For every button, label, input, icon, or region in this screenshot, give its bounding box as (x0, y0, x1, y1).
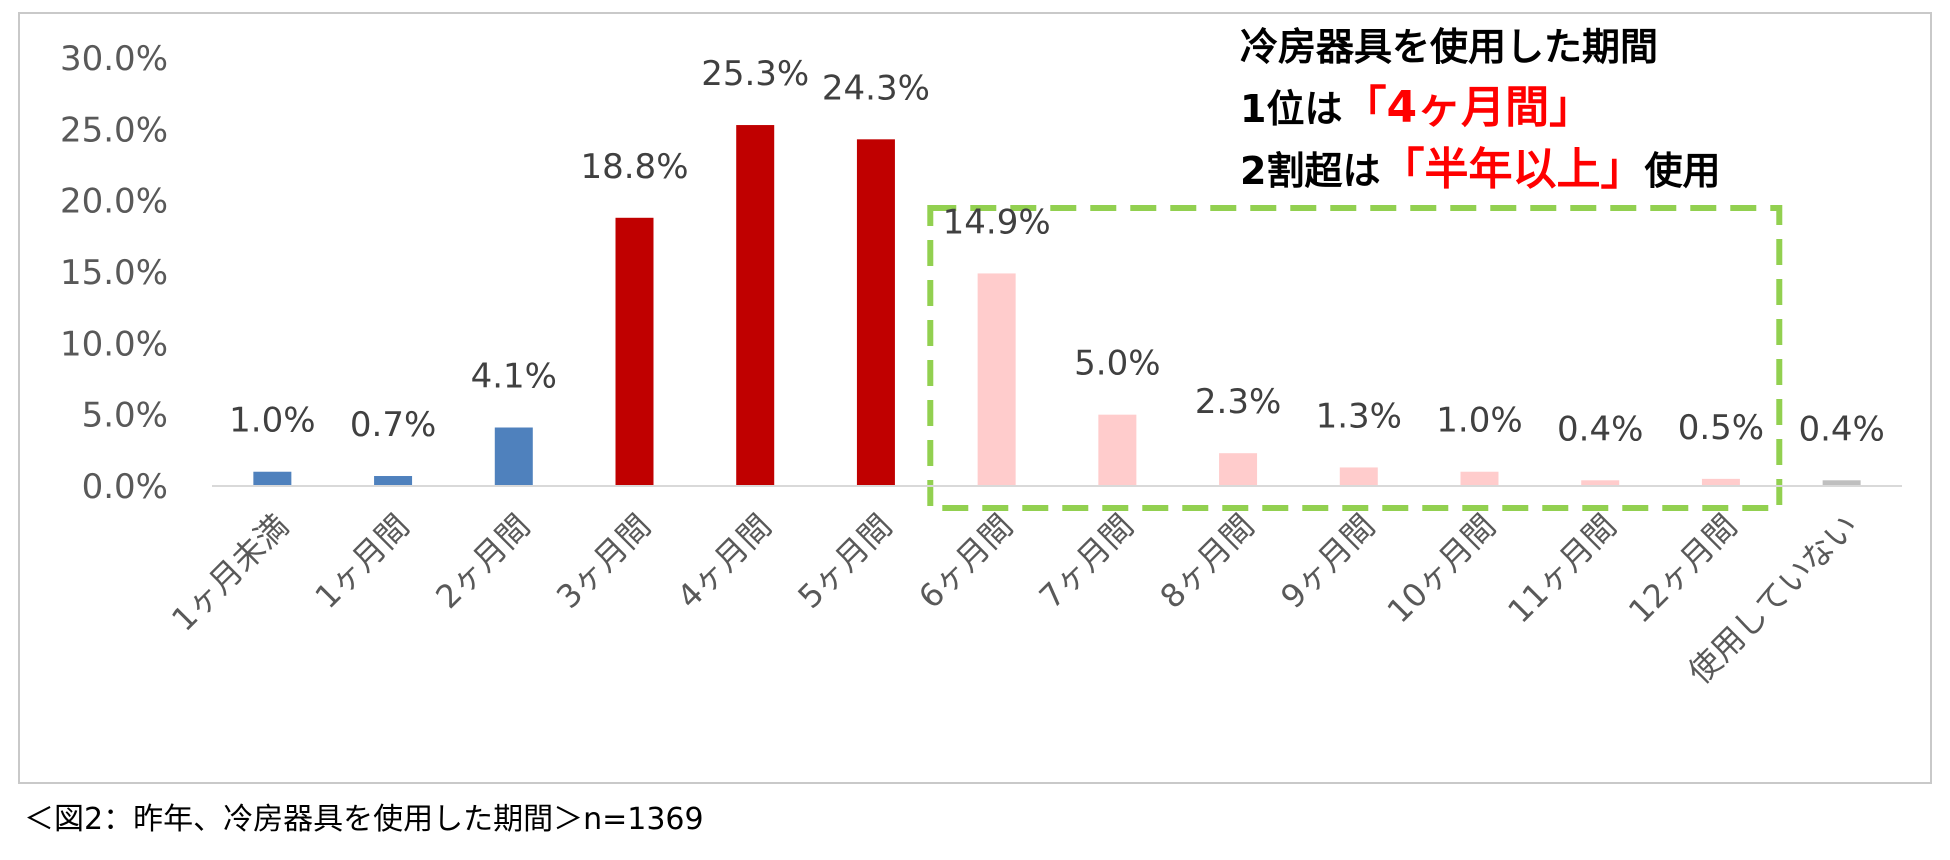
data-label: 5.0% (1074, 344, 1160, 384)
y-tick-label: 10.0% (60, 324, 168, 364)
x-tick-label: 6ヶ月間 (911, 507, 1020, 616)
x-tick-label: 12ヶ月間 (1621, 507, 1745, 631)
bar (1219, 453, 1258, 486)
x-tick-label: 1ヶ月間 (308, 507, 417, 616)
data-label: 2.3% (1195, 382, 1281, 422)
x-tick-label: 8ヶ月間 (1153, 507, 1262, 616)
annotation-line3-prefix: 2割超は (1240, 149, 1380, 193)
annotation-line2: 1位は「4ヶ月間」 (1240, 82, 1593, 133)
chart-frame (18, 12, 1932, 784)
bar (1339, 467, 1378, 486)
x-tick-label: 10ヶ月間 (1380, 507, 1504, 631)
bar (253, 471, 292, 486)
bar (615, 217, 654, 486)
data-label: 1.0% (229, 401, 315, 441)
bar (856, 139, 895, 486)
x-tick-label: 11ヶ月間 (1500, 507, 1624, 631)
annotation: 冷房器具を使用した期間 1位は「4ヶ月間」 2割超は「半年以上」使用 (1240, 25, 1720, 195)
annotation-line3-suffix: 使用 (1644, 149, 1720, 193)
x-tick-label: 7ヶ月間 (1032, 507, 1141, 616)
highlight-box (927, 205, 1783, 511)
data-label: 25.3% (701, 54, 809, 94)
bar (1098, 414, 1137, 486)
data-label: 0.5% (1678, 408, 1764, 448)
y-tick-label: 15.0% (60, 253, 168, 293)
bar (1822, 480, 1861, 486)
bar (1701, 478, 1740, 486)
data-label: 1.0% (1436, 401, 1522, 441)
annotation-line3: 2割超は「半年以上」使用 (1240, 144, 1720, 195)
data-label: 4.1% (471, 357, 557, 397)
data-labels: 1.0% 0.7% 4.1% 18.8% 25.3% 24.3% 14.9% 5.0% 2.3%… (229, 54, 1885, 449)
data-label: 14.9% (943, 202, 1051, 242)
data-label: 0.4% (1557, 409, 1643, 449)
y-tick-label: 20.0% (60, 182, 168, 222)
bar (736, 125, 775, 486)
y-tick-label: 0.0% (82, 467, 168, 507)
y-tick-label: 5.0% (82, 396, 168, 436)
y-tick-label: 25.0% (60, 110, 168, 150)
annotation-line3-highlight: 「半年以上」 (1380, 144, 1644, 195)
data-label: 0.4% (1798, 409, 1884, 449)
bar (977, 273, 1016, 486)
bar (1581, 480, 1620, 486)
annotation-line1: 冷房器具を使用した期間 (1240, 25, 1658, 69)
bar-chart: 0.0% 5.0% 10.0% 15.0% 20.0% 25.0% 30.0% 1.0% 0.… (60, 25, 1902, 692)
bar (494, 427, 533, 486)
x-axis-labels: 1ヶ月未満 1ヶ月間 2ヶ月間 3ヶ月間 4ヶ月間 5ヶ月間 6ヶ月間 7ヶ月間 8ヶ月間 9ヶ月… (164, 507, 1865, 692)
data-label: 1.3% (1316, 396, 1402, 436)
x-tick-label: 4ヶ月間 (670, 507, 779, 616)
y-axis: 0.0% 5.0% 10.0% 15.0% 20.0% 25.0% 30.0% (60, 39, 168, 507)
bar (374, 476, 413, 486)
annotation-line2-prefix: 1位は (1240, 87, 1342, 131)
x-tick-label: 3ヶ月間 (549, 507, 658, 616)
highlight-dashed-box (927, 205, 1783, 511)
x-tick-label: 2ヶ月間 (428, 507, 537, 616)
x-tick-label: 1ヶ月未満 (164, 507, 296, 639)
data-label: 24.3% (822, 68, 930, 108)
annotation-line2-highlight: 「4ヶ月間」 (1342, 82, 1593, 133)
data-label: 18.8% (580, 147, 688, 187)
data-label: 0.7% (350, 405, 436, 445)
y-tick-label: 30.0% (60, 39, 168, 79)
x-tick-label: 5ヶ月間 (790, 507, 899, 616)
bar (1460, 471, 1499, 486)
figure-caption: ＜図2：昨年、冷房器具を使用した期間＞n=1369 (24, 802, 704, 837)
bars (253, 125, 1861, 486)
x-tick-label: 9ヶ月間 (1273, 507, 1382, 616)
